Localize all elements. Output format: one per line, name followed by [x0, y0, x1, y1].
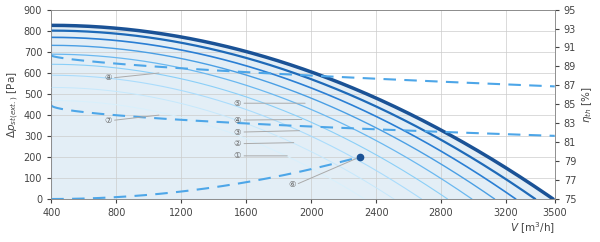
- Text: ③: ③: [233, 128, 241, 136]
- Text: ②: ②: [233, 139, 241, 148]
- Text: ⑤: ⑤: [233, 99, 241, 108]
- Text: ⑦: ⑦: [104, 116, 112, 125]
- X-axis label: $\dot{V}$ [m$^3$/h]: $\dot{V}$ [m$^3$/h]: [510, 219, 555, 236]
- Text: ④: ④: [233, 116, 241, 125]
- Y-axis label: $\Delta p_{st(ext.)}$ [Pa]: $\Delta p_{st(ext.)}$ [Pa]: [5, 71, 21, 138]
- Text: ⑧: ⑧: [104, 74, 112, 83]
- Text: ①: ①: [233, 151, 241, 160]
- Y-axis label: $\eta_{th}$ [%]: $\eta_{th}$ [%]: [580, 86, 595, 123]
- Text: ⑥: ⑥: [288, 180, 295, 189]
